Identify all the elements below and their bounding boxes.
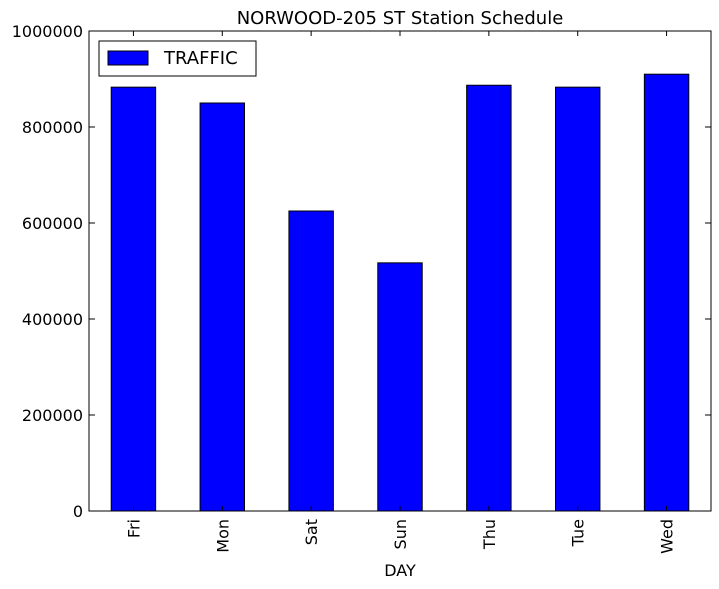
x-tick-label: Wed (658, 519, 677, 554)
plot-area-frame (88, 30, 712, 512)
bars-group (110, 73, 690, 512)
x-tick-label: Sun (391, 519, 410, 549)
y-axis-ticks: 0 200000 400000 600000 800000 1000000 (12, 22, 711, 521)
x-tick-label: Thu (480, 519, 499, 550)
x-axis-label: DAY (384, 561, 416, 580)
bar-thu (466, 84, 512, 512)
bar-sat (288, 210, 334, 512)
x-tick-label: Tue (569, 519, 588, 547)
x-tick-label: Sat (302, 519, 321, 545)
x-axis-ticks: Fri Mon Sat Sun Thu Tue Wed (124, 31, 677, 554)
y-tick-label: 0 (73, 502, 83, 521)
legend-label-traffic: TRAFFIC (163, 48, 238, 69)
y-tick-label: 400000 (22, 310, 83, 329)
bar-mon (199, 102, 246, 512)
y-tick-label: 800000 (22, 118, 83, 137)
x-tick-label: Mon (213, 519, 232, 553)
x-tick-label: Fri (124, 519, 143, 538)
bar-fri (110, 86, 157, 512)
legend-swatch-traffic (107, 50, 149, 66)
y-tick-label: 1000000 (12, 22, 83, 41)
y-tick-label: 200000 (22, 406, 83, 425)
y-tick-label: 600000 (22, 214, 83, 233)
bar-tue (555, 86, 601, 512)
bar-wed (643, 73, 690, 512)
legend: TRAFFIC (98, 40, 257, 77)
chart-title: NORWOOD-205 ST Station Schedule (237, 8, 564, 29)
bar-sun (377, 262, 423, 512)
